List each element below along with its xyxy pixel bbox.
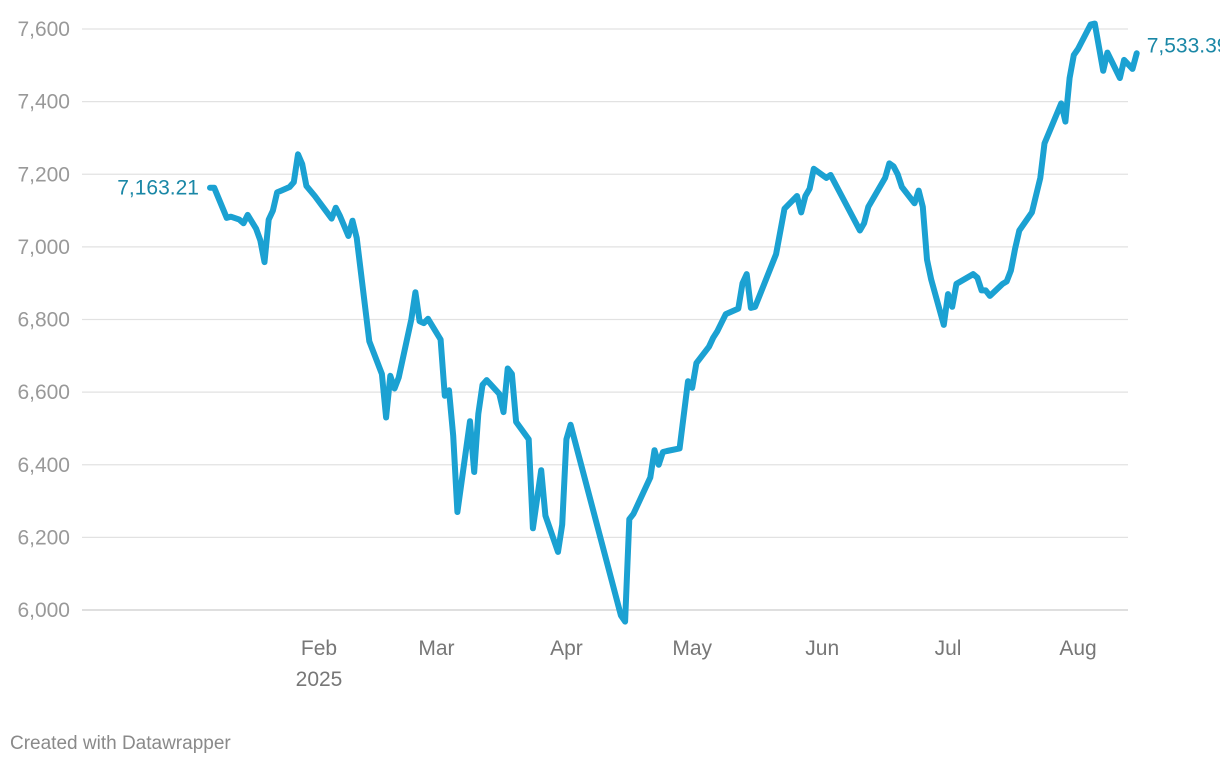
y-tick-label: 6,400 [17,454,70,477]
y-tick-label: 6,800 [17,309,70,332]
start-value-label: 7,163.21 [117,177,199,200]
y-tick-label: 7,400 [17,91,70,114]
credit-text: Created with Datawrapper [10,733,231,754]
y-tick-label: 6,600 [17,381,70,404]
x-tick-label: Apr [550,637,583,660]
x-tick-year-label: 2025 [296,668,343,691]
x-tick-label: Jul [935,637,962,660]
series-line [207,20,1140,625]
x-tick-label: May [672,637,712,660]
end-value-label: 7,533.39 [1147,34,1220,57]
y-tick-label: 7,600 [17,18,70,41]
y-tick-label: 6,200 [17,526,70,549]
y-tick-label: 6,000 [17,599,70,622]
gridlines [82,28,1128,611]
x-axis-ticks: Feb 2025 Mar Apr May Jun Jul Aug [296,637,1097,691]
x-tick-label: Aug [1059,637,1096,660]
x-tick-label: Feb [301,637,337,660]
y-axis-ticks: 6,000 6,200 6,400 6,600 6,800 7,000 7,200 7,400… [17,18,70,622]
x-tick-label: Mar [418,637,454,660]
y-tick-label: 7,200 [17,163,70,186]
x-tick-label: Jun [805,637,839,660]
y-tick-label: 7,000 [17,236,70,259]
